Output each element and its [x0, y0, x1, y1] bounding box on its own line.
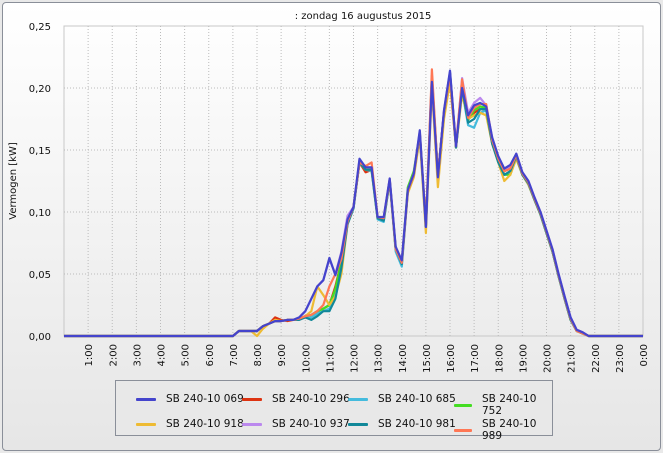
legend-item: SB 240-10 937	[242, 418, 350, 430]
y-tick-label: 0,25	[29, 22, 51, 33]
legend-label: SB 240-10 069	[166, 393, 244, 405]
x-tick-label: 6:00	[205, 344, 216, 366]
x-tick-label: 3:00	[132, 344, 143, 366]
legend-swatch	[242, 422, 262, 426]
y-tick-label: 0,10	[29, 208, 51, 219]
x-tick-label: 11:00	[325, 344, 336, 373]
legend-swatch	[242, 397, 262, 401]
x-tick-label: 22:00	[591, 344, 602, 373]
legend-swatch	[454, 403, 472, 407]
x-tick-label: 23:00	[615, 344, 626, 373]
legend-label: SB 240-10 752	[482, 393, 537, 417]
legend-item: SB 240-10 918	[136, 418, 244, 430]
legend-swatch	[136, 422, 156, 426]
x-tick-label: 10:00	[301, 344, 312, 373]
legend-swatch	[348, 422, 368, 426]
x-tick-label: 21:00	[567, 344, 578, 373]
x-tick-label: 14:00	[398, 344, 409, 373]
series-line	[64, 69, 643, 338]
legend-item: SB 240-10 296	[242, 393, 350, 405]
legend-item: SB 240-10 685	[348, 393, 456, 405]
legend-item: SB 240-10 069	[136, 393, 244, 405]
x-tick-label: 0:00	[639, 344, 650, 366]
legend-swatch	[454, 428, 472, 432]
legend-swatch	[348, 397, 368, 401]
x-tick-label: 15:00	[422, 344, 433, 373]
y-tick-label: 0,05	[29, 270, 51, 281]
legend-item: SB 240-10 989	[454, 418, 552, 442]
x-tick-label: 7:00	[229, 344, 240, 366]
x-tick-label: 8:00	[253, 344, 264, 366]
legend-label: SB 240-10 937	[272, 418, 350, 430]
y-axis-label: Vermogen [kW]	[8, 142, 19, 220]
x-tick-label: 1:00	[84, 344, 95, 366]
x-tick-label: 20:00	[543, 344, 554, 373]
legend-label: SB 240-10 918	[166, 418, 244, 430]
legend: SB 240-10 069 SB 240-10 296 SB 240-10 685 S…	[115, 380, 553, 442]
x-tick-label: 12:00	[350, 344, 361, 373]
x-tick-label: 17:00	[470, 344, 481, 373]
y-tick-label: 0,15	[29, 146, 51, 157]
legend-label: SB 240-10 989	[482, 418, 537, 442]
plot-area	[63, 25, 644, 337]
chart-title: : zondag 16 augustus 2015	[295, 11, 432, 22]
legend-item: SB 240-10 752	[454, 393, 552, 417]
x-tick-label: 19:00	[518, 344, 529, 373]
legend-label: SB 240-10 981	[378, 418, 456, 430]
x-tick-label: 16:00	[446, 344, 457, 373]
legend-item: SB 240-10 981	[348, 418, 456, 430]
x-tick-label: 18:00	[494, 344, 505, 373]
x-tick-label: 9:00	[277, 344, 288, 366]
y-tick-label: 0,00	[29, 332, 51, 343]
x-tick-label: 5:00	[181, 344, 192, 366]
x-tick-label: 13:00	[374, 344, 385, 373]
y-tick-label: 0,20	[29, 84, 51, 95]
legend-label: SB 240-10 296	[272, 393, 350, 405]
legend-swatch	[136, 397, 156, 401]
x-tick-label: 2:00	[108, 344, 119, 366]
x-tick-label: 4:00	[157, 344, 168, 366]
legend-label: SB 240-10 685	[378, 393, 456, 405]
